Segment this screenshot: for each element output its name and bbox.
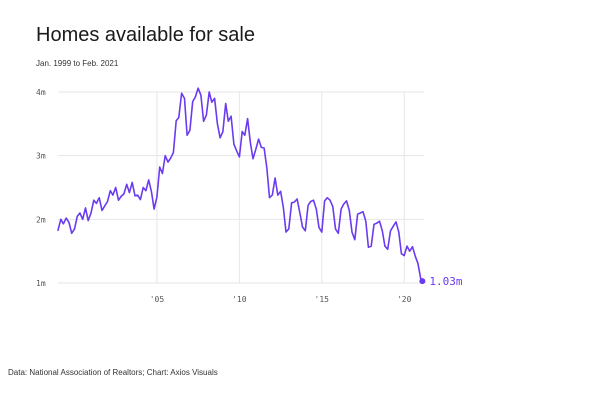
x-axis: '05 '10 '15 '20 [150,295,412,304]
source-note: Data: National Association of Realtors; … [8,368,218,377]
series-line [57,87,424,282]
y-tick-label: 2m [36,215,46,224]
grid-lines [58,91,424,284]
y-tick-label: 1m [36,279,46,288]
x-tick-label: '15 [315,295,330,304]
x-tick-label: '20 [397,295,412,304]
x-tick-label: '05 [150,295,165,304]
end-point [419,278,426,285]
y-axis: 1m 2m 3m 4m [36,88,46,288]
chart-subtitle: Jan. 1999 to Feb. 2021 [36,59,119,68]
end-value-label: 1.03m [429,275,462,288]
y-tick-label: 3m [36,152,46,161]
chart-title: Homes available for sale [36,24,255,46]
y-tick-label: 4m [36,88,46,97]
x-tick-label: '10 [232,295,247,304]
